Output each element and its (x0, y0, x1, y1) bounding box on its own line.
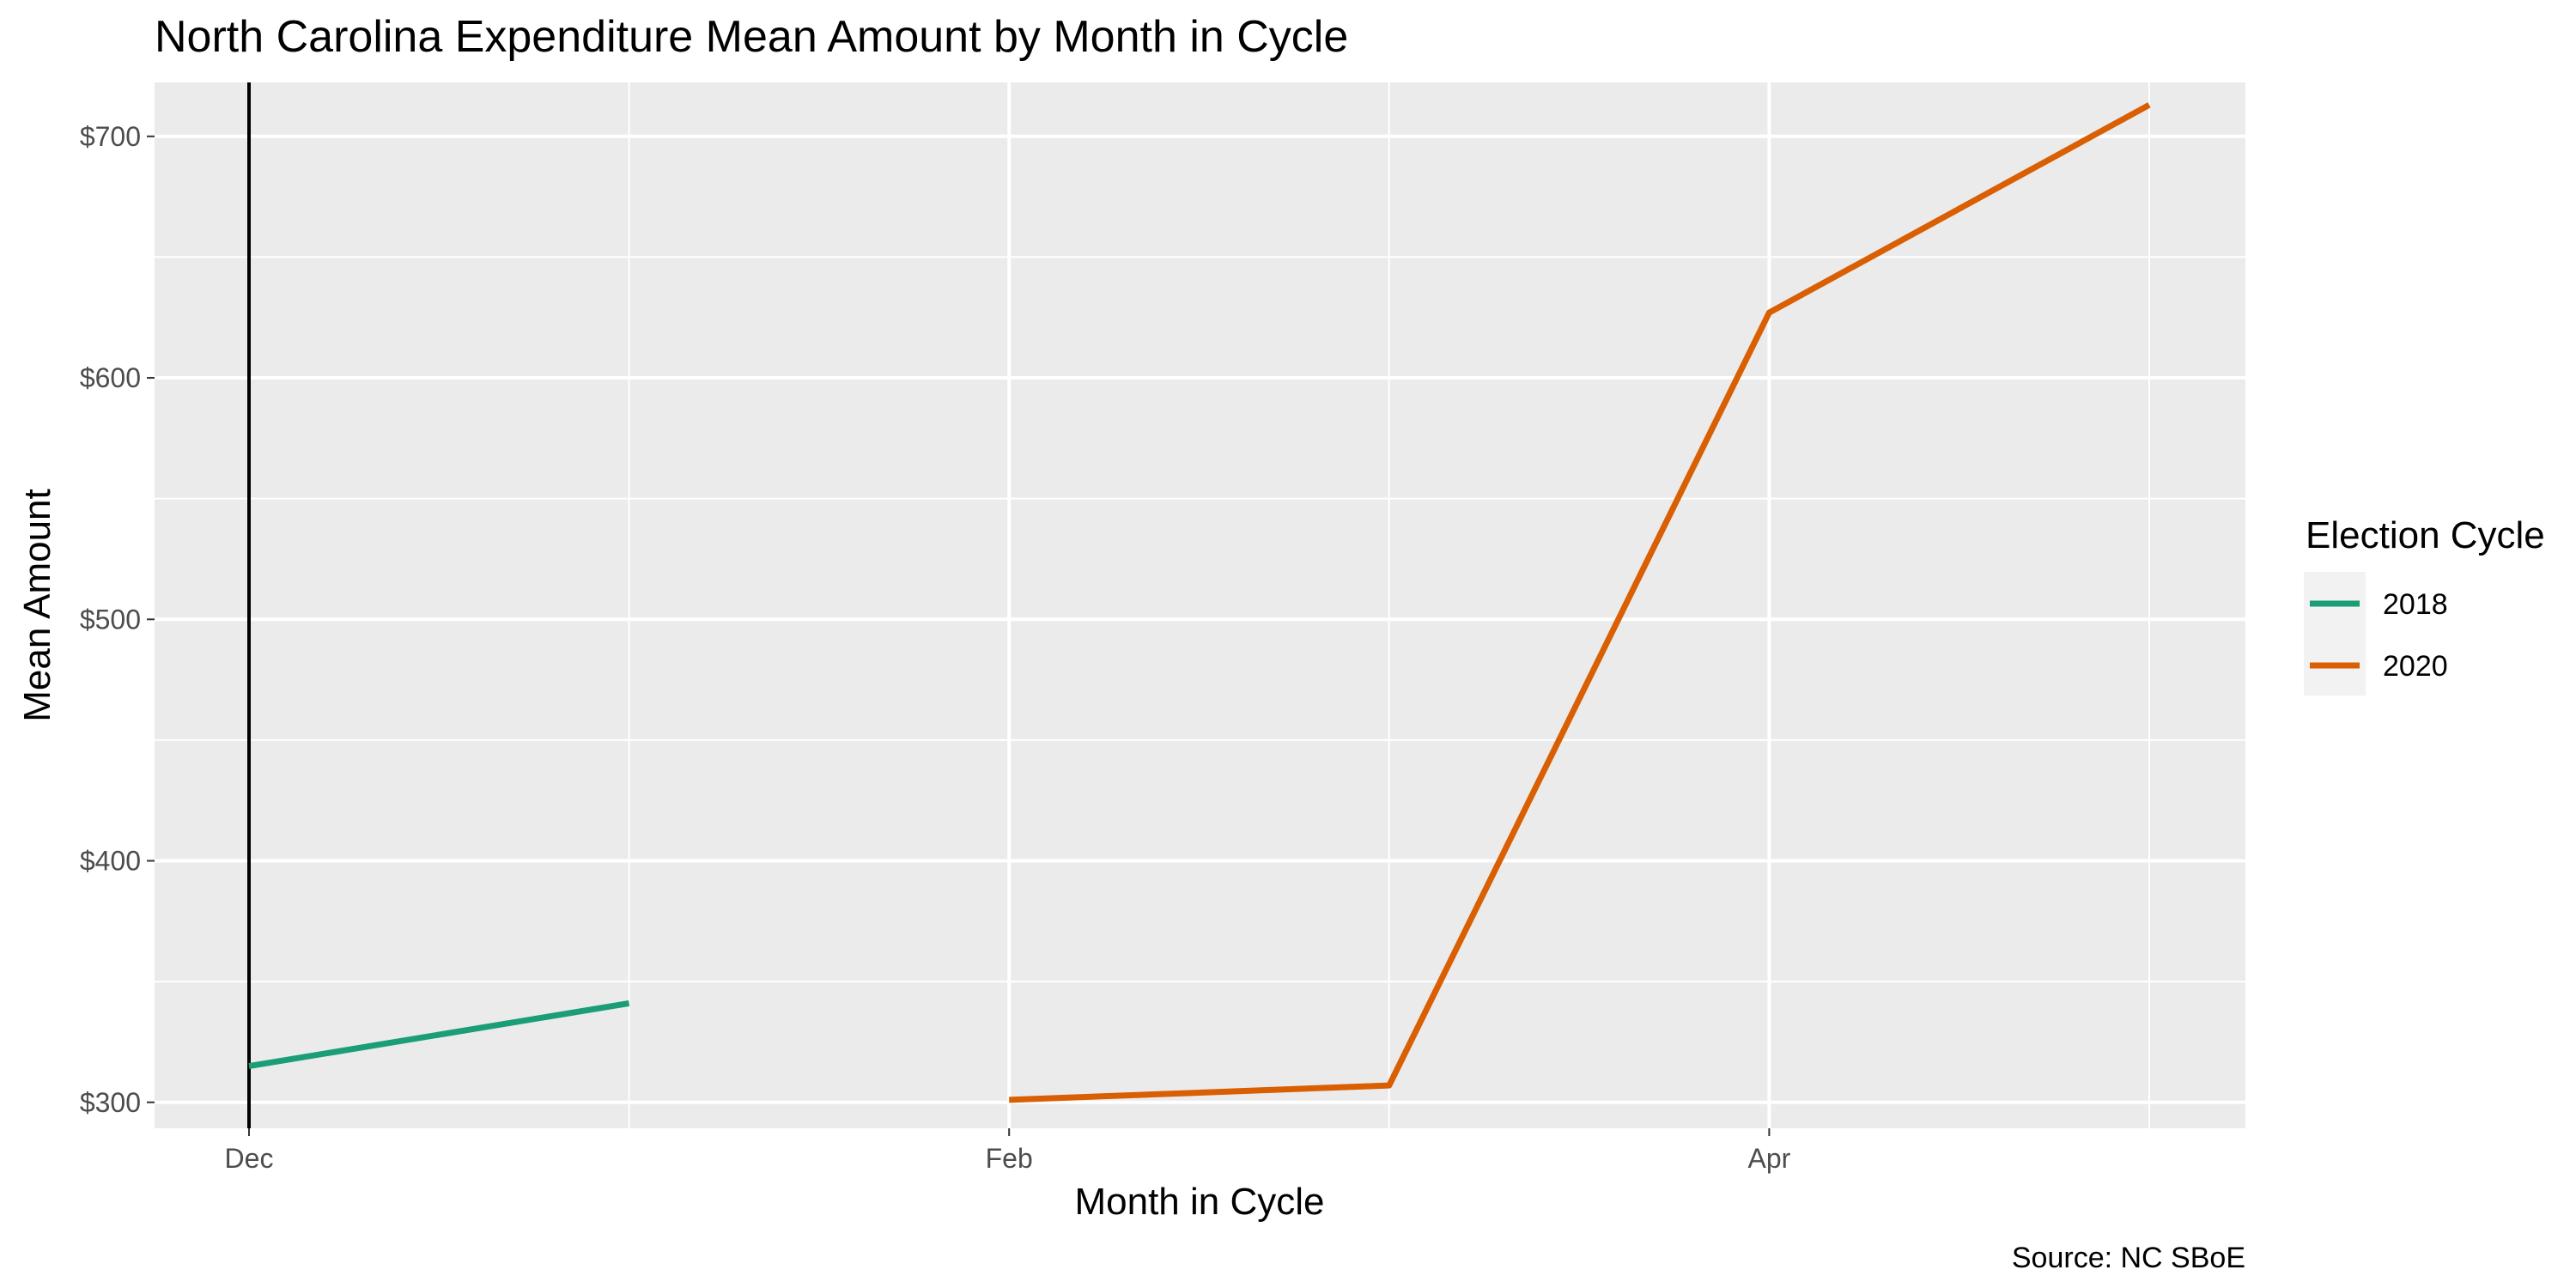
legend-key-background (2304, 572, 2366, 696)
minor-gridlines (155, 82, 2245, 1128)
y-axis-ticks: $300 $400 $500 $600 $700 (80, 121, 155, 1118)
x-tick-label: Feb (986, 1143, 1033, 1174)
y-tick-label: $500 (80, 604, 141, 635)
series-line-2018 (248, 999, 630, 1070)
x-axis-ticks: Dec Feb Apr (225, 1128, 1791, 1174)
y-tick-label: $600 (80, 362, 141, 393)
x-axis-title: Month in Cycle (1074, 1181, 1324, 1223)
series-line-2020 (1009, 102, 2151, 1103)
x-tick-label: Apr (1748, 1143, 1791, 1174)
legend-title: Election Cycle (2306, 514, 2545, 556)
chart-title: North Carolina Expenditure Mean Amount b… (155, 12, 1348, 62)
y-tick-label: $300 (80, 1087, 141, 1118)
x-tick-label: Dec (225, 1143, 274, 1174)
y-axis-title: Mean Amount (16, 489, 58, 722)
plot-panel (155, 82, 2245, 1128)
legend-label-2020: 2020 (2383, 650, 2448, 683)
source-caption: Source: NC SBoE (2012, 1242, 2245, 1274)
series-lines (248, 102, 2151, 1103)
legend: Election Cycle 2018 2020 (2304, 514, 2545, 696)
legend-items: 2018 2020 (2310, 588, 2448, 683)
y-tick-label: $400 (80, 846, 141, 877)
legend-label-2018: 2018 (2383, 588, 2448, 621)
y-tick-label: $700 (80, 121, 141, 152)
